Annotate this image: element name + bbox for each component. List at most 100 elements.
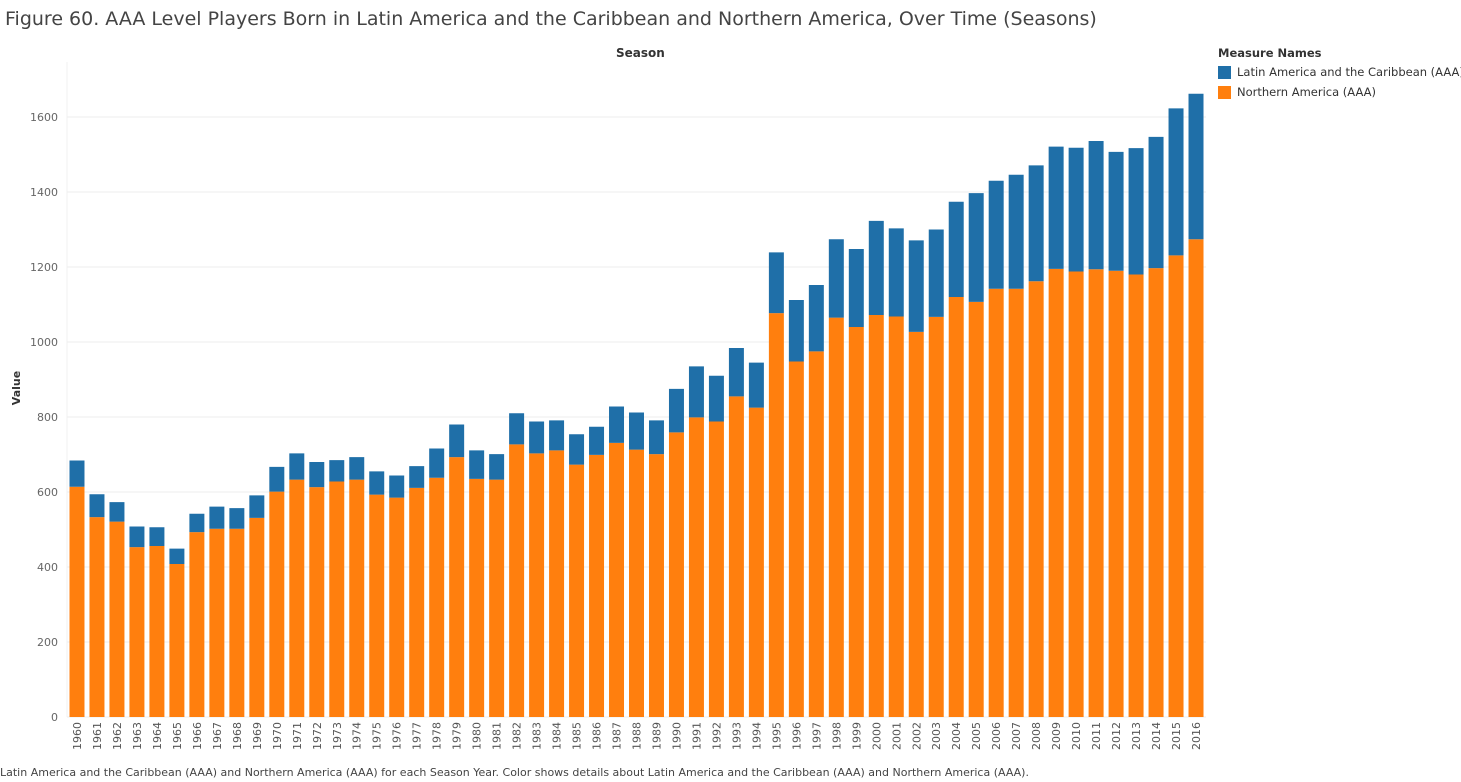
bar-latin-america-1970[interactable]: [269, 466, 285, 492]
bar-northern-america-1987[interactable]: [609, 442, 625, 717]
bar-northern-america-1976[interactable]: [389, 497, 405, 717]
bar-northern-america-2007[interactable]: [1008, 288, 1024, 717]
bar-latin-america-2001[interactable]: [888, 228, 904, 317]
bar-latin-america-1960[interactable]: [69, 460, 85, 487]
bar-latin-america-2016[interactable]: [1188, 93, 1204, 240]
bar-northern-america-1961[interactable]: [89, 517, 105, 717]
bar-latin-america-1965[interactable]: [169, 548, 185, 564]
bar-latin-america-2002[interactable]: [908, 240, 924, 332]
bar-northern-america-2000[interactable]: [868, 315, 884, 717]
bar-northern-america-2014[interactable]: [1148, 268, 1164, 717]
bar-latin-america-1987[interactable]: [609, 406, 625, 443]
bar-northern-america-1993[interactable]: [728, 396, 744, 717]
bar-latin-america-2011[interactable]: [1088, 141, 1104, 270]
bar-northern-america-1982[interactable]: [509, 444, 525, 717]
bar-northern-america-1988[interactable]: [629, 449, 644, 717]
bar-northern-america-1971[interactable]: [289, 479, 305, 717]
bar-northern-america-1975[interactable]: [369, 494, 385, 717]
bar-latin-america-2013[interactable]: [1128, 148, 1144, 275]
bar-northern-america-1962[interactable]: [109, 521, 125, 717]
bar-latin-america-1973[interactable]: [329, 460, 345, 482]
bar-northern-america-1967[interactable]: [209, 528, 225, 717]
bar-latin-america-1982[interactable]: [509, 413, 525, 445]
bar-northern-america-2013[interactable]: [1128, 274, 1144, 718]
legend-item-northern-america[interactable]: Northern America (AAA): [1218, 85, 1461, 99]
bar-northern-america-1981[interactable]: [489, 479, 505, 717]
bar-northern-america-1992[interactable]: [708, 421, 724, 718]
bar-northern-america-2006[interactable]: [988, 288, 1004, 717]
bar-northern-america-2008[interactable]: [1028, 281, 1044, 717]
bar-northern-america-1965[interactable]: [169, 564, 185, 717]
bar-northern-america-2004[interactable]: [948, 297, 964, 717]
bar-northern-america-1969[interactable]: [249, 517, 265, 717]
bar-northern-america-1973[interactable]: [329, 481, 345, 718]
bar-latin-america-1989[interactable]: [648, 420, 664, 455]
bar-latin-america-2005[interactable]: [968, 193, 984, 302]
bar-latin-america-2004[interactable]: [948, 201, 964, 297]
bar-northern-america-2010[interactable]: [1068, 271, 1084, 718]
bar-northern-america-2003[interactable]: [928, 316, 944, 717]
bar-northern-america-1979[interactable]: [449, 457, 465, 717]
bar-northern-america-1995[interactable]: [768, 313, 784, 717]
bar-latin-america-2010[interactable]: [1068, 147, 1084, 272]
bar-latin-america-1976[interactable]: [389, 475, 405, 498]
bar-latin-america-1969[interactable]: [249, 495, 265, 518]
bar-latin-america-2007[interactable]: [1008, 174, 1024, 289]
bar-latin-america-1968[interactable]: [229, 508, 245, 529]
bar-latin-america-1983[interactable]: [529, 421, 545, 454]
bar-latin-america-2000[interactable]: [868, 220, 884, 315]
bar-northern-america-1998[interactable]: [828, 317, 844, 717]
bar-latin-america-1998[interactable]: [828, 239, 844, 318]
bar-latin-america-1984[interactable]: [549, 420, 565, 451]
bar-latin-america-1979[interactable]: [449, 424, 465, 458]
bar-latin-america-1986[interactable]: [589, 426, 605, 455]
bar-northern-america-1999[interactable]: [848, 327, 864, 717]
bar-latin-america-1988[interactable]: [629, 412, 644, 450]
bar-latin-america-1964[interactable]: [149, 527, 165, 546]
bar-northern-america-2005[interactable]: [968, 301, 984, 717]
bar-latin-america-1992[interactable]: [708, 375, 724, 422]
bar-northern-america-1996[interactable]: [788, 361, 804, 718]
bar-northern-america-1983[interactable]: [529, 453, 545, 717]
bar-northern-america-1960[interactable]: [69, 486, 85, 717]
bar-latin-america-1990[interactable]: [668, 388, 684, 433]
bar-latin-america-1966[interactable]: [189, 513, 205, 533]
bar-latin-america-1961[interactable]: [89, 494, 105, 518]
bar-latin-america-1977[interactable]: [409, 466, 425, 488]
bar-latin-america-1974[interactable]: [349, 457, 365, 480]
bar-latin-america-1997[interactable]: [808, 285, 824, 352]
bar-northern-america-1984[interactable]: [549, 450, 565, 717]
bar-latin-america-1996[interactable]: [788, 300, 804, 362]
bar-latin-america-1967[interactable]: [209, 506, 225, 529]
bar-northern-america-1980[interactable]: [469, 478, 485, 717]
bar-latin-america-2003[interactable]: [928, 229, 944, 317]
bar-latin-america-1971[interactable]: [289, 453, 305, 480]
bar-northern-america-1974[interactable]: [349, 479, 365, 717]
legend-item-latin-america[interactable]: Latin America and the Caribbean (AAA): [1218, 65, 1461, 79]
bar-latin-america-2015[interactable]: [1168, 108, 1184, 256]
bar-northern-america-1963[interactable]: [129, 547, 145, 717]
bar-northern-america-2001[interactable]: [888, 316, 904, 718]
bar-northern-america-2015[interactable]: [1168, 255, 1184, 717]
bar-latin-america-2006[interactable]: [988, 180, 1004, 289]
bar-northern-america-2012[interactable]: [1108, 270, 1124, 717]
bar-latin-america-1978[interactable]: [429, 448, 445, 478]
bar-northern-america-2011[interactable]: [1088, 269, 1104, 717]
bar-northern-america-1991[interactable]: [688, 417, 704, 717]
bar-latin-america-1999[interactable]: [848, 249, 864, 327]
bar-latin-america-2008[interactable]: [1028, 165, 1044, 282]
bar-northern-america-1977[interactable]: [409, 487, 425, 717]
bar-northern-america-1985[interactable]: [569, 464, 585, 717]
bar-northern-america-1978[interactable]: [429, 477, 445, 717]
bar-latin-america-1963[interactable]: [129, 526, 145, 548]
bar-northern-america-1966[interactable]: [189, 532, 205, 717]
bar-latin-america-2009[interactable]: [1048, 146, 1064, 269]
bar-latin-america-1972[interactable]: [309, 462, 325, 488]
bar-latin-america-1981[interactable]: [489, 454, 505, 480]
bar-northern-america-1968[interactable]: [229, 528, 245, 717]
bar-latin-america-1994[interactable]: [748, 362, 764, 408]
bar-northern-america-2002[interactable]: [908, 331, 924, 717]
bar-latin-america-1995[interactable]: [768, 252, 784, 314]
bar-northern-america-2016[interactable]: [1188, 239, 1204, 717]
bar-northern-america-1990[interactable]: [668, 432, 684, 717]
